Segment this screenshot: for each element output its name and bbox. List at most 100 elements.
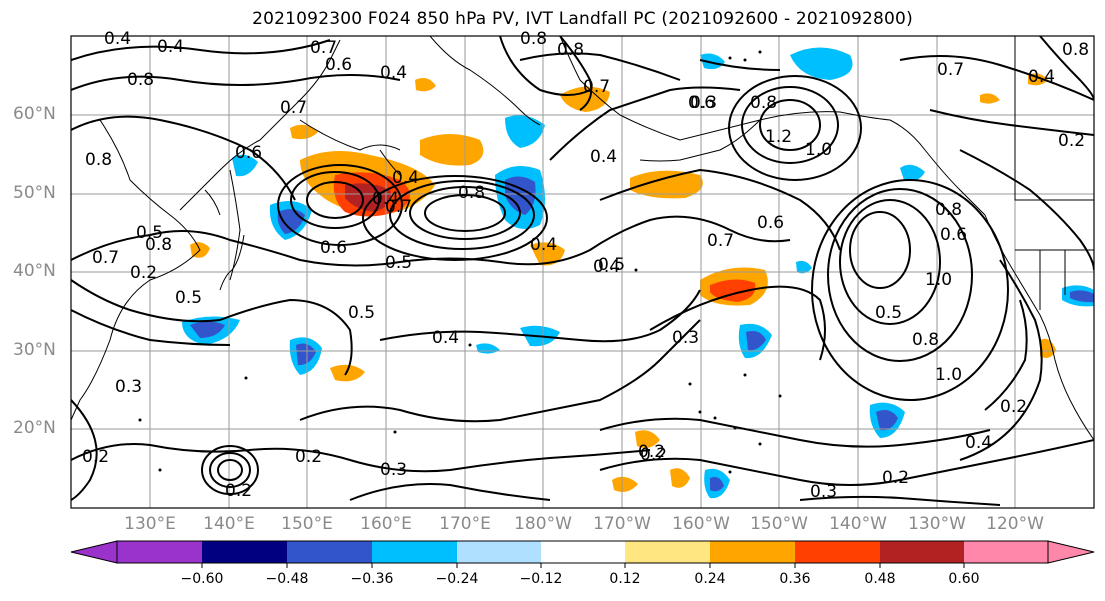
shading-orange [635, 430, 660, 448]
lon-label-140w: 140°W [829, 514, 887, 534]
contour-label: 0.4 [380, 63, 407, 83]
contour-label: 0.4 [593, 257, 620, 277]
contour-label: 0.8 [750, 93, 777, 113]
plot-frame [70, 35, 1095, 509]
contour-label: 0.2 [295, 447, 322, 467]
lon-label-140e: 140°E [203, 514, 255, 534]
contour-label: 0.4 [432, 328, 459, 348]
contour-label: 0.7 [92, 248, 119, 268]
colorbar-tick-label: 0.48 [864, 571, 896, 587]
shading-blue [505, 115, 545, 148]
colorbar-bin [541, 541, 625, 563]
colorbar-bin [795, 541, 880, 563]
contour-label: 0.5 [598, 255, 625, 275]
contour-label: 0.2 [1000, 397, 1027, 417]
shading-blue [232, 154, 258, 177]
shading-orange [670, 468, 690, 488]
contour-label: 0.4 [104, 29, 131, 49]
shading-orange [1040, 338, 1056, 358]
contour-label: 1.2 [765, 127, 792, 147]
contour-label: 0.7 [937, 60, 964, 80]
contour-label: 0.7 [583, 77, 610, 97]
colorbar-bin [372, 541, 457, 563]
contour-label: 0.8 [912, 330, 939, 350]
contour-label: 0.2 [1058, 131, 1085, 151]
lon-label-150e: 150°E [281, 514, 333, 534]
shading-darkblue [296, 343, 316, 366]
contour-label: 0.4 [1028, 67, 1055, 87]
contour-label: 0.6 [940, 225, 967, 245]
shading-orange [630, 170, 703, 199]
lon-label-130e: 130°E [124, 514, 176, 534]
shading-orange [980, 93, 1000, 104]
colorbar-extend-low [70, 540, 118, 564]
lat-label-40n: 40°N [13, 261, 56, 281]
contour-label: 0.4 [965, 433, 992, 453]
contour-label: 0.8 [935, 200, 962, 220]
contour-label: 0.6 [325, 55, 352, 75]
lon-label-120w: 120°W [986, 514, 1044, 534]
contour-label: 0.4 [157, 37, 184, 57]
shading-blue [796, 260, 812, 274]
contour-label: 0.2 [225, 481, 252, 501]
contour-label: 0.8 [557, 40, 584, 60]
colorbar-tick-label: −0.24 [435, 571, 479, 587]
contour-label: 0.4 [590, 147, 617, 167]
shading-darkblue [710, 477, 724, 492]
contour-label: 0.3 [690, 93, 717, 113]
colorbar-bin [287, 541, 372, 563]
coastlines [71, 36, 1094, 441]
shading-orange [415, 78, 436, 92]
contour-label: 0.3 [810, 482, 837, 502]
colorbar-tick-label: 0.24 [694, 571, 726, 587]
contour-label: 0.8 [458, 183, 485, 203]
lon-label-160w: 160°W [672, 514, 730, 534]
colorbar-tick-label: −0.12 [519, 571, 563, 587]
colorbar-bin [880, 541, 964, 563]
contour-label: 1.0 [935, 365, 962, 385]
contour-label: 0.4 [372, 189, 399, 209]
shading-blue [900, 164, 925, 181]
contour-label: 1.0 [805, 140, 832, 160]
lon-label-180w: 180°W [514, 514, 572, 534]
contour-label: 0.3 [380, 460, 407, 480]
contour-label: 0.2 [130, 263, 157, 283]
lat-label-20n: 20°N [13, 418, 56, 438]
colorbar-tick-label: 0.36 [779, 571, 811, 587]
contour-label: 0.2 [640, 445, 667, 465]
lon-label-170e: 170°E [439, 514, 491, 534]
contour-label: 0.4 [392, 168, 419, 188]
colorbar [70, 540, 1095, 568]
shading-blue [700, 53, 725, 70]
colorbar-bin [202, 541, 287, 563]
islands [138, 50, 782, 474]
lon-label-130w: 130°W [908, 514, 966, 534]
shading-orange [530, 242, 565, 266]
contour-labels: 0.4 0.4 0.7 0.6 0.8 0.8 0.8 0.4 0.7 0.8 … [82, 29, 1089, 502]
lat-label-60n: 60°N [13, 104, 56, 124]
shading-blue [790, 47, 853, 80]
plot-title: 2021092300 F024 850 hPa PV, IVT Landfall… [252, 9, 913, 29]
contour-label: 0.3 [115, 377, 142, 397]
contour-label: 0.8 [1062, 40, 1089, 60]
shading-blue [476, 343, 500, 354]
colorbar-bin [457, 541, 541, 563]
contour-label: 0.6 [235, 143, 262, 163]
shading-orange [420, 134, 484, 166]
colorbar-tick-label: 0.60 [948, 571, 980, 587]
contour-label: 0.2 [82, 447, 109, 467]
contour-label: 0.5 [875, 303, 902, 323]
contour-label: 0.3 [672, 328, 699, 348]
contour-label: 0.4 [530, 235, 557, 255]
colorbar-bin [625, 541, 710, 563]
colorbar-tick-label: −0.60 [180, 571, 224, 587]
shading-orange [612, 476, 638, 492]
contour-label: 0.5 [385, 253, 412, 273]
contour-label: 0.5 [348, 303, 375, 323]
contour-label: 0.6 [688, 93, 715, 113]
shading-darkblue [1070, 290, 1094, 303]
colorbar-bin [964, 541, 1048, 563]
contour-label: 0.7 [310, 38, 337, 58]
contour-label: 0.8 [127, 70, 154, 90]
